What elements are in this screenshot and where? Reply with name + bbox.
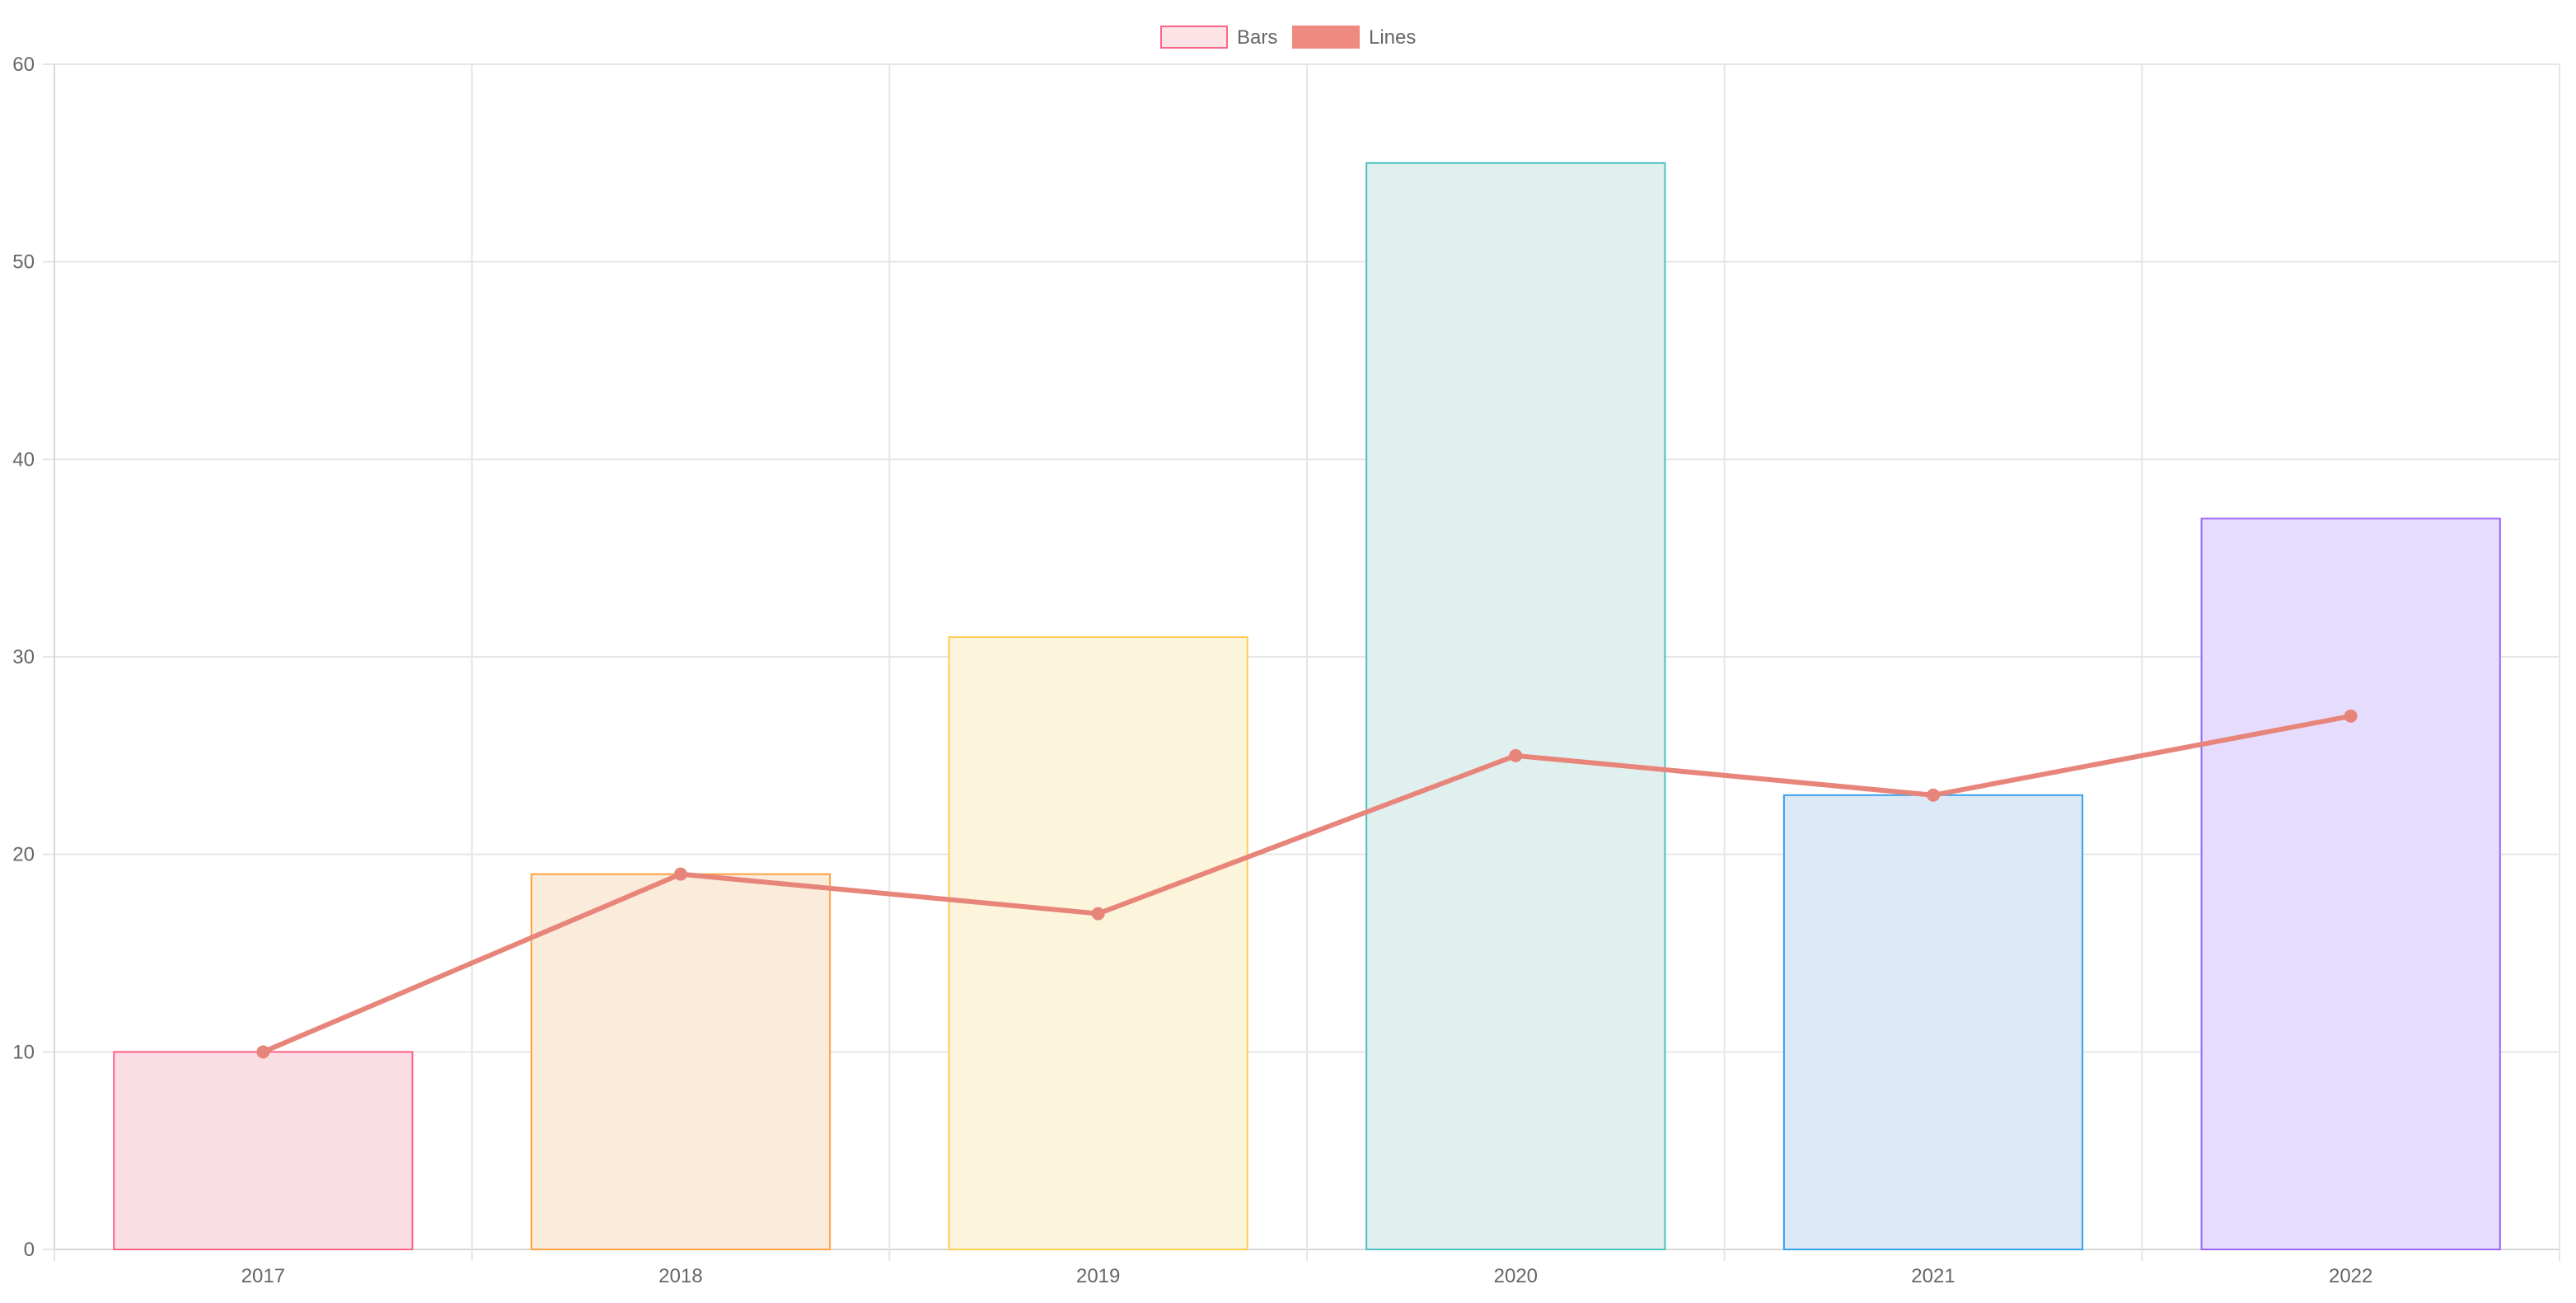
line-point-2022 xyxy=(2344,709,2358,723)
legend-swatch-lines xyxy=(1292,26,1360,49)
bar-2018 xyxy=(530,873,831,1250)
line-point-2019 xyxy=(1091,907,1105,921)
bar-2017 xyxy=(113,1051,414,1251)
axes: 0 10 20 30 40 50 60 2017 2018 2019 2020 2021 2022 xyxy=(12,54,2372,1287)
y-tick-label: 30 xyxy=(12,646,35,668)
x-tick-label: 2020 xyxy=(1494,1265,1538,1287)
line-point-2017 xyxy=(256,1045,270,1059)
y-tick-label: 20 xyxy=(12,844,35,866)
legend-label-bars: Bars xyxy=(1237,26,1277,49)
legend-label-lines: Lines xyxy=(1369,26,1416,49)
legend-item-lines[interactable]: Lines xyxy=(1292,26,1416,49)
line-point-2020 xyxy=(1509,748,1523,762)
y-tick-label: 60 xyxy=(12,54,35,76)
x-tick-label: 2017 xyxy=(241,1265,285,1287)
bar-series xyxy=(113,162,2501,1251)
bar-2019 xyxy=(948,636,1248,1250)
line-point-2021 xyxy=(1927,788,1940,802)
bar-2020 xyxy=(1365,162,1666,1250)
line-series xyxy=(256,709,2358,1059)
x-tick-label: 2019 xyxy=(1076,1265,1120,1287)
y-tick-label: 40 xyxy=(12,448,35,471)
line-path xyxy=(260,713,2354,1055)
line-point-2018 xyxy=(674,867,687,881)
bar-2021 xyxy=(1782,794,2084,1250)
grid-layer xyxy=(43,63,2560,1261)
legend[interactable]: Bars Lines xyxy=(1160,26,1416,49)
y-tick-label: 0 xyxy=(24,1239,35,1261)
x-tick-label: 2018 xyxy=(658,1265,702,1287)
y-tick-label: 10 xyxy=(12,1041,35,1063)
legend-item-bars[interactable]: Bars xyxy=(1160,26,1277,49)
x-tick-label: 2022 xyxy=(2329,1265,2372,1287)
legend-swatch-bars xyxy=(1160,26,1228,49)
bar-2022 xyxy=(2200,518,2501,1250)
x-tick-label: 2021 xyxy=(1911,1265,1955,1287)
y-tick-label: 50 xyxy=(12,251,35,274)
